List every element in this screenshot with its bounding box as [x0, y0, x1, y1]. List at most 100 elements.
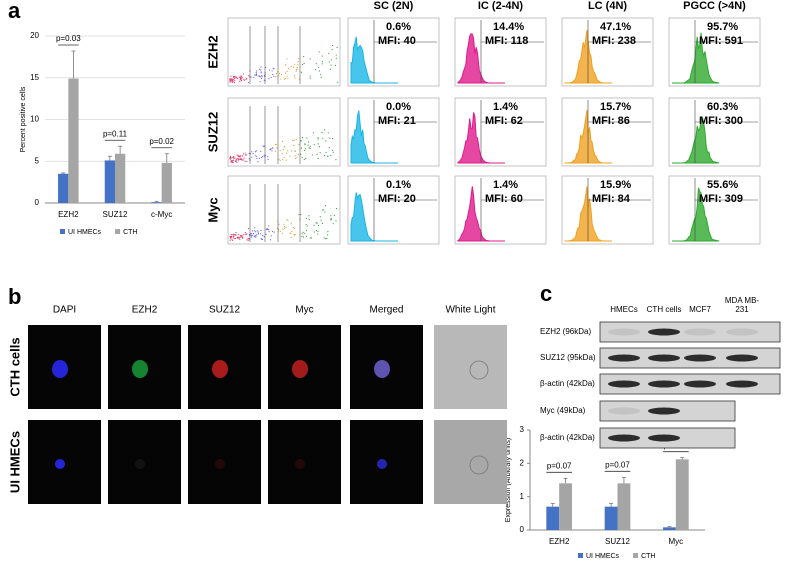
event-dot [232, 156, 234, 159]
cell-signal [55, 459, 65, 469]
event-dot [231, 160, 234, 162]
event-dot [273, 231, 275, 233]
cell-signal [295, 459, 305, 469]
event-dot [267, 156, 269, 158]
event-dot [287, 77, 289, 80]
column-header: Myc [295, 305, 313, 316]
event-dot [242, 73, 244, 75]
event-dot [315, 63, 317, 65]
cell-outline [469, 455, 489, 475]
event-dot [235, 234, 237, 236]
event-dot [295, 70, 297, 72]
blot-band [726, 380, 758, 388]
event-dot [327, 155, 329, 157]
event-dot [328, 52, 330, 55]
event-dot [281, 73, 283, 76]
event-dot [301, 233, 303, 235]
event-dot [244, 154, 247, 156]
mfi-value: MFI: 238 [592, 35, 636, 47]
event-dot [300, 213, 302, 216]
mfi-value: MFI: 20 [378, 193, 416, 205]
event-dot [330, 154, 332, 157]
event-dot [321, 61, 324, 63]
event-dot [258, 157, 260, 159]
cell-signal [377, 459, 387, 469]
bar [675, 459, 689, 530]
legend-swatch [60, 229, 65, 234]
event-dot [304, 148, 306, 150]
percent-positive: 0.1% [386, 179, 411, 191]
histogram [350, 36, 398, 84]
event-dot [232, 161, 234, 163]
event-dot [304, 143, 306, 145]
event-dot [320, 219, 322, 221]
column-header: PGCC (>4N) [683, 0, 746, 12]
event-dot [332, 151, 334, 153]
event-dot [260, 237, 262, 240]
event-dot [239, 78, 241, 81]
event-dot [279, 230, 281, 233]
histogram [457, 186, 505, 242]
event-dot [250, 235, 252, 237]
event-dot [271, 70, 273, 72]
event-dot [296, 156, 298, 158]
event-dot [295, 139, 297, 141]
event-dot [313, 231, 315, 233]
mfi-value: MFI: 118 [485, 35, 528, 47]
cell-signal [132, 360, 148, 378]
bar [151, 202, 162, 203]
event-dot [239, 238, 241, 240]
event-dot [278, 158, 280, 160]
event-dot [300, 147, 303, 149]
event-dot [304, 232, 306, 234]
event-dot [234, 80, 236, 82]
event-dot [230, 161, 233, 163]
event-dot [251, 151, 253, 153]
event-dot [287, 219, 289, 221]
event-dot [239, 236, 241, 238]
event-dot [237, 155, 240, 157]
event-dot [335, 220, 337, 222]
event-dot [329, 68, 331, 70]
event-dot [233, 235, 235, 237]
event-dot [240, 235, 243, 237]
x-tick-label: SUZ12 [103, 210, 128, 219]
event-dot [306, 225, 308, 227]
percent-positive: 0.0% [386, 101, 411, 113]
row-label: SUZ12 [205, 112, 220, 152]
event-dot [259, 233, 262, 235]
event-dot [263, 79, 265, 81]
event-dot [314, 68, 317, 71]
event-dot [229, 79, 231, 81]
event-dot [229, 237, 231, 239]
event-dot [324, 129, 326, 131]
event-dot [254, 227, 256, 229]
legend-label: UI HMECs [68, 229, 102, 236]
event-dot [229, 155, 232, 158]
event-dot [261, 76, 263, 78]
event-dot [303, 56, 305, 58]
event-dot [309, 145, 311, 147]
cell-outline [469, 360, 489, 380]
p-value: p=0.03 [56, 34, 81, 43]
event-dot [285, 72, 287, 74]
event-dot [298, 57, 300, 60]
event-dot [265, 228, 267, 231]
event-dot [230, 75, 232, 77]
event-dot [260, 229, 262, 232]
event-dot [237, 158, 240, 160]
event-dot [238, 236, 240, 239]
x-tick-label: c-Myc [151, 210, 172, 219]
event-dot [263, 145, 265, 147]
event-dot [259, 76, 261, 78]
blot-band [648, 380, 680, 388]
event-dot [322, 208, 324, 211]
event-dot [330, 59, 333, 61]
event-dot [229, 78, 231, 80]
event-dot [336, 46, 338, 49]
event-dot [318, 51, 320, 53]
event-dot [243, 157, 245, 159]
event-dot [319, 216, 321, 218]
event-dot [311, 154, 313, 156]
event-dot [293, 75, 296, 77]
